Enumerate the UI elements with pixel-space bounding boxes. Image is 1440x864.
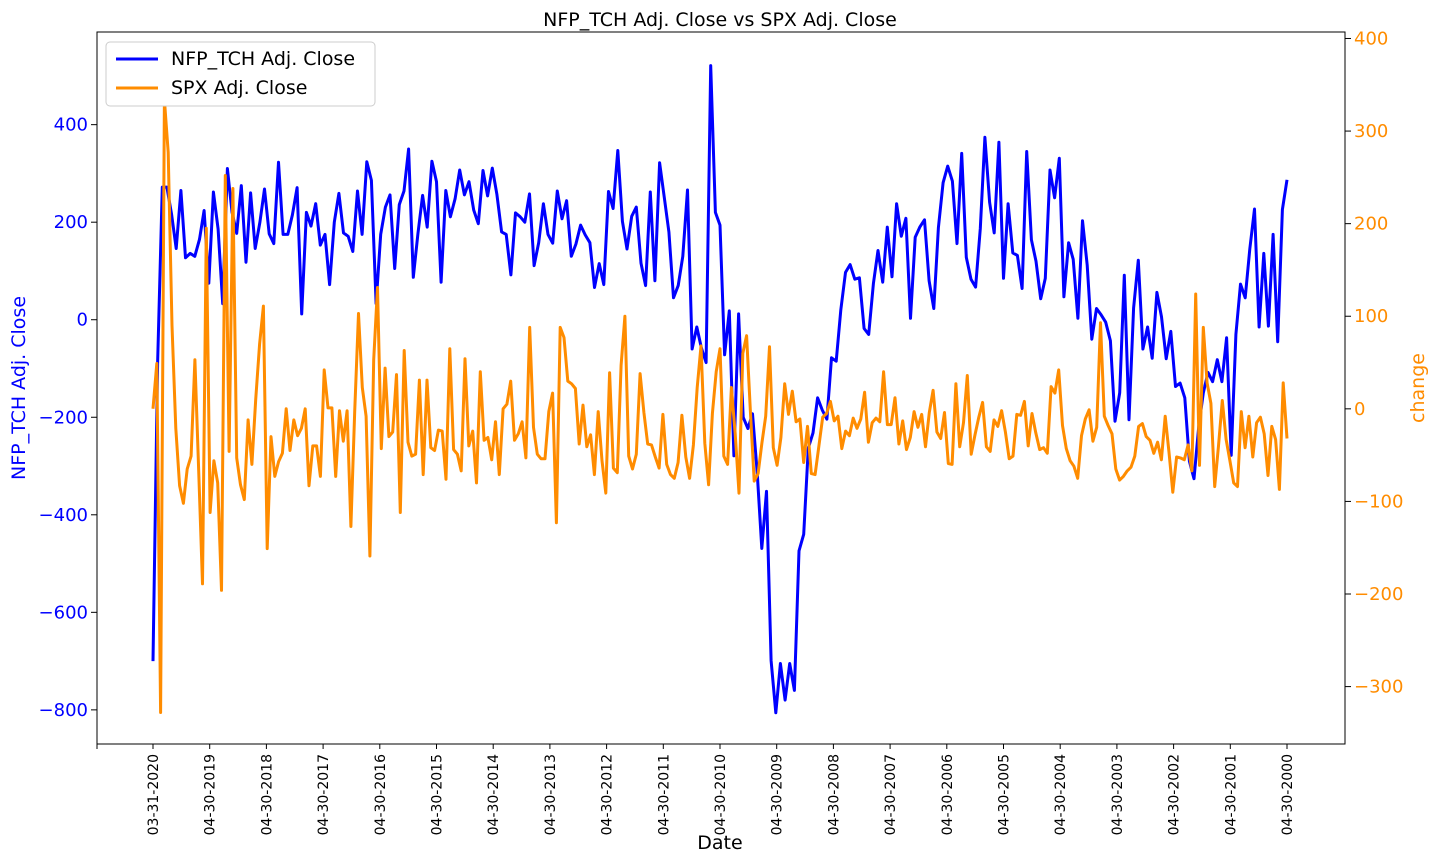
legend-box	[105, 41, 376, 107]
right-tick-label: 100	[1354, 306, 1388, 327]
left-tick-label: −200	[39, 407, 88, 428]
x-tick-label: 04-30-2016	[373, 754, 389, 835]
x-axis-label: Date	[697, 832, 742, 854]
left-y-axis-label: NFP_TCH Adj. Close	[8, 296, 30, 480]
left-tick-label: −800	[39, 700, 88, 721]
right-tick-label: −300	[1354, 677, 1403, 698]
legend-label-spx: SPX Adj. Close	[171, 77, 307, 99]
series-line-spx	[151, 98, 1289, 714]
x-tick-label: 04-30-2002	[1167, 754, 1183, 835]
x-tick-label: 04-30-2007	[883, 754, 899, 835]
left-tick-label: 200	[54, 212, 88, 233]
plot-frame	[96, 31, 1346, 745]
x-tick-label: 04-30-2003	[1110, 754, 1126, 835]
x-tick-label: 04-30-2004	[1053, 754, 1069, 835]
x-tick-label: 04-30-2019	[203, 754, 219, 835]
series-layer	[151, 64, 1289, 715]
x-tick-label: 04-30-2006	[940, 754, 956, 835]
x-tick-label: 03-31-2020	[146, 754, 162, 835]
right-tick-label: −200	[1354, 584, 1403, 605]
left-tick-label: 0	[77, 310, 88, 331]
series-line-nfp-tch	[151, 64, 1289, 715]
chart-title: NFP_TCH Adj. Close vs SPX Adj. Close	[543, 9, 897, 31]
x-tick-label: 04-30-2015	[430, 754, 446, 835]
x-tick-label: 04-30-2012	[600, 754, 616, 835]
x-tick-label: 04-30-2000	[1280, 754, 1296, 835]
x-tick-label: 04-30-2018	[259, 754, 275, 835]
left-tick-label: −400	[39, 505, 88, 526]
left-y-axis: −800 −600 −400 −200 0 200 400	[39, 115, 97, 721]
x-axis: 03-31-2020 04-30-2019 04-30-2018 04-30-2017…	[96, 744, 1296, 835]
right-tick-label: 400	[1354, 28, 1388, 49]
x-tick-label: 04-30-2008	[826, 754, 842, 835]
x-tick-label: 04-30-2017	[316, 754, 332, 835]
x-tick-label: 04-30-2014	[486, 754, 502, 835]
x-tick-label: 04-30-2009	[770, 754, 786, 835]
right-y-axis-label: change	[1407, 353, 1429, 423]
x-tick-label: 04-30-2013	[543, 754, 559, 835]
right-tick-label: −100	[1354, 491, 1403, 512]
right-tick-label: 200	[1354, 214, 1388, 235]
legend-label-nfp: NFP_TCH Adj. Close	[171, 48, 355, 70]
x-tick-label: 04-30-2011	[656, 754, 672, 835]
right-tick-label: 300	[1354, 121, 1388, 142]
x-tick-label: 04-30-2001	[1223, 754, 1239, 835]
legend: NFP_TCH Adj. Close SPX Adj. Close	[105, 41, 376, 107]
right-tick-label: 0	[1354, 399, 1365, 420]
right-y-axis: −300 −200 −100 0 100 200 300 400	[1345, 28, 1403, 698]
left-tick-label: −600	[39, 602, 88, 623]
x-tick-label: 04-30-2005	[997, 754, 1013, 835]
left-tick-label: 400	[54, 115, 88, 136]
x-tick-label: 04-30-2010	[713, 754, 729, 835]
